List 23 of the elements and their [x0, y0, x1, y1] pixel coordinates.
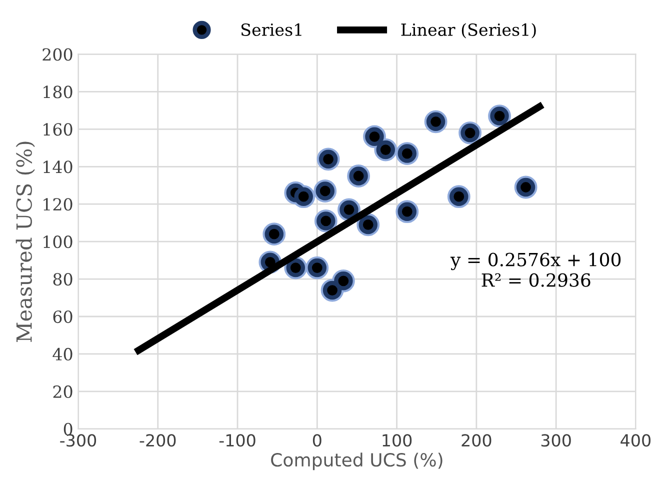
y-tick-label: 40 [52, 348, 72, 361]
x-tick-label: -200 [140, 434, 176, 447]
x-tick-label: 400 [620, 434, 650, 447]
x-axis-title: Computed UCS (%) [271, 452, 442, 470]
x-tick-label: 200 [462, 434, 492, 447]
y-tick-label: 120 [44, 198, 72, 211]
y-tick-label: 100 [44, 236, 72, 248]
y-tick-label: 60 [53, 310, 72, 324]
legend-label: Linear (Series1) [401, 23, 536, 38]
x-tick-label: -300 [60, 434, 96, 447]
y-tick-label: 20 [53, 385, 72, 398]
legend-label: Series1 [242, 23, 302, 36]
y-axis-title: Measured UCS (%) [16, 142, 35, 342]
y-tick-label: 80 [53, 273, 72, 286]
x-tick-label: 300 [541, 434, 571, 447]
y-tick-label: 140 [44, 160, 72, 174]
x-tick-label: 100 [382, 434, 412, 447]
annotation: y = 0.2576x + 100 R² = 0.2936 [450, 252, 621, 287]
x-tick-label: -100 [219, 434, 256, 447]
y-tick-label: 160 [44, 123, 72, 136]
x-tick-label: 0 [312, 434, 322, 447]
y-tick-label: 200 [42, 48, 72, 61]
y-tick-label: 180 [44, 86, 72, 98]
